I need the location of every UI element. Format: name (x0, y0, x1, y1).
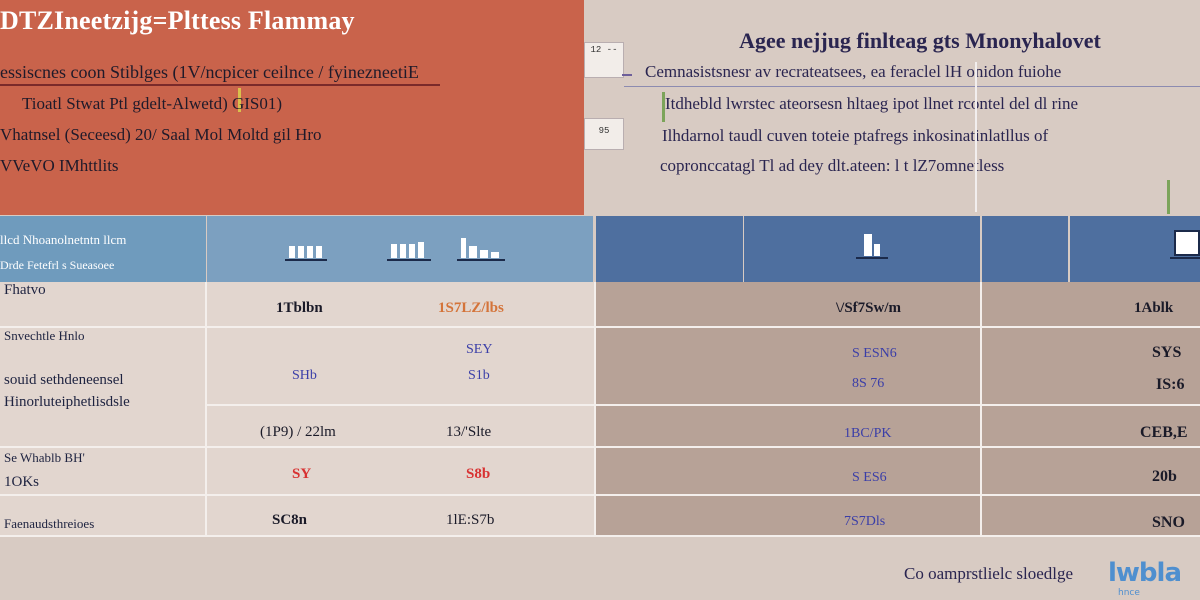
right-line-3: Ilhdarnol taudl cuven toteie ptafregs in… (662, 126, 1049, 145)
green-marker-1 (662, 92, 665, 122)
hero-title: DTZIneetzijg=Plttess Flammay (0, 6, 355, 35)
table-cell: 1S7LZ/lbs (438, 300, 504, 316)
table-cell: SHb (292, 368, 317, 383)
table-cell: 1lE:S7b (446, 512, 495, 528)
row-label: Fhatvo (4, 282, 46, 298)
table-cell: SC8n (272, 512, 308, 528)
table-body-left (0, 282, 594, 536)
row-divider (0, 535, 1200, 537)
row-label: Hinorluteiphetlisdsle (4, 394, 130, 410)
table-cell: S8b (466, 466, 491, 482)
table-cell: SEY (466, 342, 493, 357)
footer-caption: Co oamprstlielc sloedlge (904, 564, 1074, 583)
building-icon (457, 238, 505, 261)
right-divider (624, 86, 1200, 87)
table-cell: 1BC/PK (844, 426, 892, 441)
row-divider (0, 326, 1200, 328)
table-cell: S1b (468, 368, 490, 383)
table-cell: 7S7Dls (844, 514, 886, 529)
table-cell: IS:6 (1156, 376, 1185, 393)
hero-accent-mark (238, 88, 241, 112)
office-building-icon (1170, 228, 1200, 259)
table-body-right (596, 282, 1200, 536)
row-label: Faenaudsthreioes (4, 516, 95, 531)
hero-line-1: essiscnes coon Stiblges (1V/ncpicer ceil… (0, 62, 419, 82)
col-divider (205, 282, 207, 536)
row-divider (0, 494, 1200, 496)
right-line-1: Cemnasistsnesr av recrateatsees, ea fera… (645, 62, 1062, 81)
logo-wordmark: lwbla (1108, 558, 1182, 588)
table-cell: S ESN6 (852, 346, 897, 361)
bar-chart-icon (387, 240, 431, 261)
table-cell: 8S 76 (852, 376, 885, 391)
table-cell: SY (292, 466, 312, 482)
right-line-4: copronccatagl Tl ad dey dlt.ateen: l t l… (660, 156, 1005, 175)
row-label: Snvechtle Hnlo (4, 328, 85, 343)
right-title: Agee nejjug finlteag gts Mnonyhalovet (739, 28, 1101, 53)
row-divider (206, 404, 1200, 406)
vertical-marker (975, 62, 977, 212)
logo-subtext: hnce (1118, 588, 1140, 598)
col-divider (594, 282, 596, 536)
table-cell: S ES6 (852, 470, 887, 485)
bar-chart-icon (285, 242, 327, 261)
table-header-subtitle: Drde Fetefrl s Sueasoee (0, 258, 115, 272)
hero-line-4: VVeVO IMhttlits (0, 156, 119, 175)
table-cell: \/Sf7Sw/m (836, 300, 902, 316)
brand-logo[interactable]: lwbla hnce (1108, 558, 1200, 600)
side-chip-2: 95 (584, 118, 624, 150)
right-line-2: Itdhebld lwrstec ateorsesn hltaeg ipot l… (665, 94, 1079, 113)
table-cell: 20b (1152, 468, 1177, 485)
row-label: souid sethdeneensel (4, 372, 124, 388)
row-divider (0, 446, 1200, 448)
table-cell: 13/'Slte (446, 424, 492, 440)
table-header-title: llcd Nhoanolnetntn llcm (0, 232, 127, 247)
table-header-col-3 (744, 216, 980, 282)
table-cell: CEB,E (1140, 424, 1188, 441)
table-header-first-cell: llcd Nhoanolnetntn llcm Drde Fetefrl s S… (0, 216, 206, 282)
table-header-col-4 (982, 216, 1068, 282)
side-chip-1: 12 -- (584, 42, 624, 78)
hero-line-2: Tioatl Stwat Ptl gdelt-Alwetd) GIS01) (22, 94, 283, 113)
table-cell: SNO (1152, 514, 1185, 531)
table-header-col-1 (207, 216, 593, 282)
hero-divider (0, 84, 440, 86)
row-label: Se Whablb BH' (4, 450, 85, 465)
col-divider (980, 282, 982, 536)
hero-line-3: Vhatnsel (Seceesd) 20/ Saal Mol Moltd gi… (0, 125, 322, 144)
table-header-col-5 (1070, 216, 1200, 282)
row-label: 1OKs (4, 474, 40, 490)
table-cell: (1P9) / 22lm (260, 424, 336, 440)
connector-line (622, 74, 632, 76)
table-header: llcd Nhoanolnetntn llcm Drde Fetefrl s S… (0, 216, 1200, 282)
hero-panel: DTZIneetzijg=Plttess Flammay essiscnes c… (0, 0, 584, 215)
table-cell: 1Tblbn (276, 300, 323, 316)
table-cell: 1Ablk (1134, 300, 1174, 316)
table-cell: SYS (1152, 344, 1182, 361)
green-marker-2 (1167, 180, 1170, 214)
table-header-col-2 (596, 216, 743, 282)
tower-icon (856, 234, 888, 259)
